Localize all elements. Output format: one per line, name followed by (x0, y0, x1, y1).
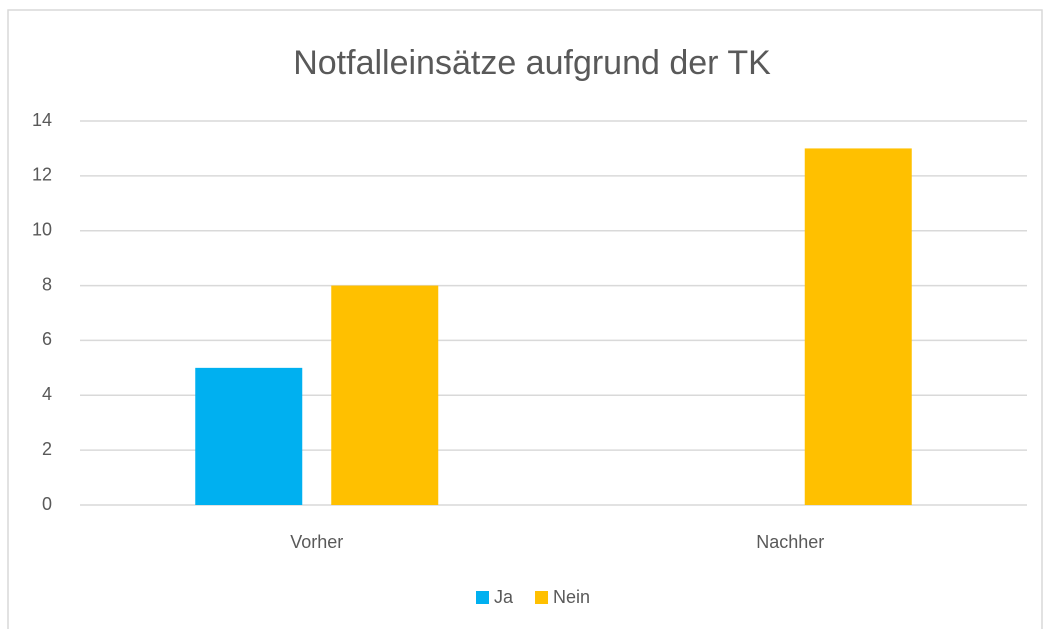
x-tick-label: Nachher (756, 532, 824, 552)
y-tick-label: 4 (42, 384, 52, 404)
y-tick-label: 0 (42, 494, 52, 514)
x-tick-label: Vorher (290, 532, 343, 552)
bar (804, 148, 912, 505)
y-tick-label: 12 (32, 165, 52, 185)
legend-swatch (476, 591, 489, 604)
legend-label: Ja (494, 587, 514, 607)
bar (195, 367, 303, 505)
legend-label: Nein (553, 587, 590, 607)
y-tick-label: 8 (42, 274, 52, 294)
chart-title: Notfalleinsätze aufgrund der TK (293, 44, 771, 82)
y-tick-label: 2 (42, 439, 52, 459)
y-tick-label: 14 (32, 110, 52, 130)
bar (331, 285, 439, 505)
legend-swatch (535, 591, 549, 604)
y-tick-label: 10 (32, 219, 52, 239)
y-tick-label: 6 (42, 329, 52, 349)
